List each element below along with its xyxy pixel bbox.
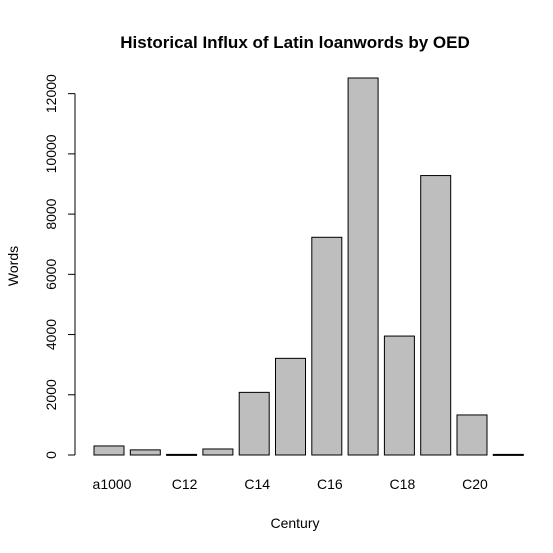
x-axis-label: Century [270, 515, 319, 531]
x-tick-label: a1000 [93, 476, 132, 492]
bar-a1000 [93, 445, 125, 456]
x-axis-tick-labels: a1000 C12 C14 C16 C18 C20 [93, 476, 489, 492]
y-tick-label: 12000 [43, 74, 59, 113]
bar-c18 [383, 335, 415, 456]
bar-c12 [166, 453, 198, 456]
y-tick-label: 0 [43, 451, 59, 459]
bar-c19 [420, 175, 452, 456]
x-tick-label: C14 [244, 476, 270, 492]
y-axis: 0 2000 4000 6000 8000 10000 12000 [43, 74, 76, 459]
bar-c11 [129, 449, 161, 456]
y-axis-label: Words [5, 246, 21, 286]
bar-c13 [202, 448, 234, 456]
y-tick-label: 6000 [43, 259, 59, 290]
x-tick-label: C18 [390, 476, 416, 492]
x-tick-label: C16 [317, 476, 343, 492]
x-tick-label: C12 [172, 476, 198, 492]
x-tick-label: C20 [462, 476, 488, 492]
bar-c17 [347, 77, 379, 456]
y-tick-label: 10000 [43, 134, 59, 173]
chart-title: Historical Influx of Latin loanwords by … [120, 33, 469, 52]
bar-c20 [456, 414, 488, 456]
bar-c14 [238, 391, 270, 456]
bar-c16 [311, 236, 343, 456]
y-tick-label: 8000 [43, 198, 59, 229]
bar-c15 [275, 357, 306, 456]
y-tick-label: 2000 [43, 379, 59, 410]
y-tick-label: 4000 [43, 319, 59, 350]
bar-c21 [492, 453, 524, 456]
bars [93, 77, 524, 456]
